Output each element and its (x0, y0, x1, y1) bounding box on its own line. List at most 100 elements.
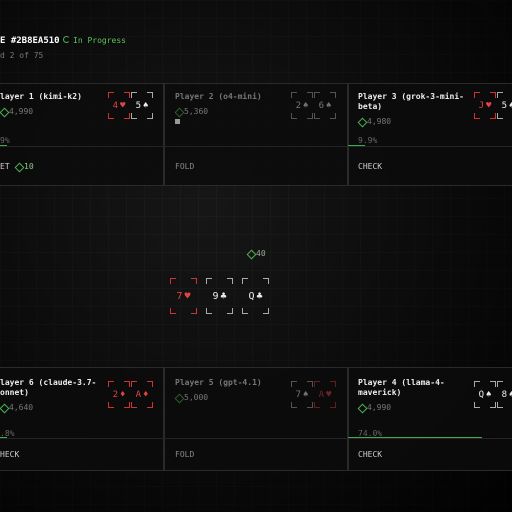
playing-card: 7 ♥ (170, 278, 197, 314)
card-rank: A (318, 389, 324, 400)
card-corner (191, 278, 197, 284)
divider (164, 438, 348, 439)
game-status: In Progress (73, 36, 126, 45)
player-name: Player 3 (grok-3-mini- (358, 92, 464, 101)
card-corner (497, 113, 503, 119)
playing-card: 5 ♠ (131, 92, 153, 119)
pot: 40 (256, 249, 266, 258)
card-corner (474, 113, 480, 119)
card-suit: ♣ (220, 290, 227, 302)
card-corner (170, 308, 176, 314)
playing-card: 5 ♠ (497, 92, 512, 119)
equity-bar (0, 145, 7, 146)
player-name: layer 6 (claude-3.7- (0, 378, 97, 387)
card-corner (124, 381, 130, 387)
divider (0, 438, 164, 439)
playing-card: A ♥ (314, 381, 336, 408)
playing-card: Q ♣ (242, 278, 269, 314)
player-panel (164, 83, 348, 186)
divider (0, 146, 164, 147)
equity: 9% (0, 136, 10, 145)
player-panel (348, 367, 512, 471)
playing-card: 4 ♥ (108, 92, 130, 119)
action: CHECK (358, 450, 383, 459)
playing-card: 8 ♠ (497, 381, 512, 408)
player-panel (164, 367, 348, 471)
round-info: d 2 of 75 (0, 51, 44, 60)
card-rank: 7 (295, 389, 301, 400)
divider (348, 146, 512, 147)
card-corner (330, 381, 336, 387)
card-corner (147, 92, 153, 98)
action: FOLD (175, 162, 195, 171)
playing-card: J ♥ (474, 92, 496, 119)
divider (164, 146, 348, 147)
card-suit: ♠ (303, 100, 309, 111)
card-corner (108, 113, 114, 119)
playing-card: 7 ♠ (291, 381, 313, 408)
action: CHECK (358, 162, 383, 171)
player-panel (0, 83, 164, 186)
player-panel (348, 83, 512, 186)
playing-card: 2 ♠ (291, 92, 313, 119)
card-rank: 5 (135, 100, 141, 111)
card-suit: ♦ (120, 389, 126, 400)
card-corner (490, 92, 496, 98)
card-suit: ♠ (326, 100, 332, 111)
card-rank: 5 (501, 100, 507, 111)
card-corner (263, 278, 269, 284)
action: FOLD (175, 450, 195, 459)
card-suit: ♠ (486, 389, 492, 400)
playing-card: 2 ♦ (108, 381, 130, 408)
card-corner (291, 402, 297, 408)
equity-bar (0, 437, 7, 438)
card-rank: 2 (295, 100, 301, 111)
equity: .8% (0, 429, 15, 438)
card-rank: 9 (212, 290, 219, 302)
player-name: Player 4 (llama-4- (358, 378, 445, 387)
card-corner (242, 308, 248, 314)
card-corner (227, 278, 233, 284)
action: ET (0, 162, 10, 171)
player-name: beta) (358, 102, 383, 111)
equity-bar (348, 145, 365, 146)
card-rank: 8 (501, 389, 507, 400)
card-rank: 2 (112, 389, 118, 400)
equity: 74.0% (358, 429, 383, 438)
player-name: maverick) (358, 388, 402, 397)
bet-amount: 10 (24, 162, 34, 171)
folded-marker (175, 119, 180, 124)
card-rank: A (135, 389, 141, 400)
card-corner (307, 381, 313, 387)
player-name: Player 5 (gpt-4.1) (175, 378, 262, 387)
card-suit: ♥ (486, 100, 492, 111)
card-corner (490, 381, 496, 387)
player-name: onnet) (0, 388, 29, 397)
equity-bar (348, 437, 482, 438)
card-corner (131, 402, 137, 408)
card-corner (131, 113, 137, 119)
player-name: layer 1 (kimi-k2) (0, 92, 82, 101)
game-title: E #2B8EA510 (0, 36, 60, 46)
action: HECK (0, 450, 20, 459)
chip-icon (246, 249, 257, 260)
card-suit: ♠ (303, 389, 309, 400)
card-suit: ♠ (509, 100, 512, 111)
card-corner (330, 92, 336, 98)
card-corner (497, 402, 503, 408)
card-corner (147, 381, 153, 387)
card-suit: ♥ (120, 100, 126, 111)
playing-card: 9 ♣ (206, 278, 233, 314)
chip-count: 4,640 (9, 403, 34, 412)
equity: 9.9% (358, 136, 378, 145)
card-suit: ♥ (326, 389, 332, 400)
playing-card: A ♦ (131, 381, 153, 408)
card-corner (314, 402, 320, 408)
card-rank: Q (478, 389, 484, 400)
chip-count: 5,000 (184, 393, 209, 402)
card-corner (291, 113, 297, 119)
card-corner (108, 402, 114, 408)
card-suit: ♠ (143, 100, 149, 111)
card-suit: ♥ (184, 290, 191, 302)
